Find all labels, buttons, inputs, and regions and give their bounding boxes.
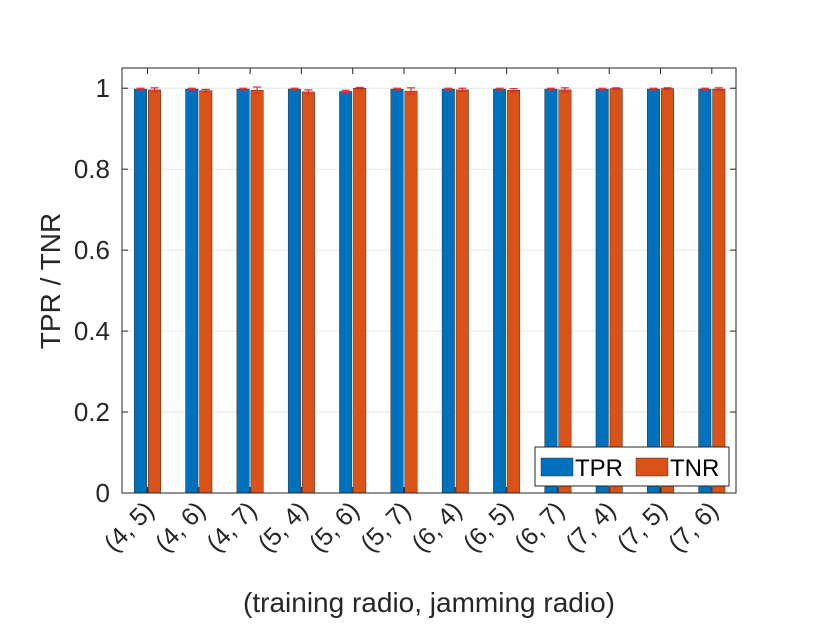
y-axis-title: TPR / TNR	[35, 213, 66, 349]
bar-tpr	[185, 88, 199, 494]
y-tick-label: 0.8	[74, 154, 110, 184]
bar-tnr	[609, 88, 623, 494]
x-tick-label: (5, 7)	[355, 496, 416, 557]
legend-swatch-tnr	[635, 457, 669, 477]
bar-tpr	[134, 88, 147, 494]
bar-tpr	[493, 88, 507, 494]
x-tick-label: (6, 5)	[458, 496, 519, 557]
legend-label-tpr: TPR	[575, 455, 623, 482]
bar-tnr	[507, 90, 521, 494]
x-tick-label: (7, 5)	[612, 496, 673, 557]
bar-tnr	[250, 90, 264, 494]
grid-lines	[122, 87, 736, 413]
bar-tpr	[287, 88, 301, 494]
y-tick-label: 0.6	[74, 235, 110, 265]
bar-tnr	[148, 89, 161, 494]
bar-tpr	[441, 88, 455, 494]
y-tick-label: 1	[96, 73, 110, 103]
bar-tpr	[339, 91, 353, 494]
y-tick-label: 0.4	[74, 316, 110, 346]
bar-tpr	[698, 88, 712, 494]
y-tick-label: 0	[96, 478, 110, 508]
plot-frame	[121, 67, 737, 494]
y-tick-label: 0.2	[74, 397, 110, 427]
bar-tnr	[199, 90, 213, 494]
legend-label-tnr: TNR	[670, 455, 719, 482]
legend-swatch-tpr	[540, 457, 574, 477]
x-tick-label: (4, 7)	[201, 496, 262, 557]
x-axis-title: (training radio, jamming radio)	[243, 587, 615, 618]
bar-tnr	[661, 88, 674, 494]
bar-tpr	[544, 88, 558, 494]
bar-tnr	[353, 88, 367, 494]
bars	[134, 88, 726, 494]
x-tick-label: (5, 6)	[304, 496, 365, 557]
bar-tpr	[595, 88, 609, 494]
bar-tnr	[455, 89, 469, 494]
x-tick-label: (7, 4)	[560, 496, 621, 557]
x-tick-label: (7, 6)	[663, 496, 724, 557]
bar-tnr	[301, 91, 315, 494]
plot-background	[122, 68, 736, 493]
bar-tpr	[390, 88, 404, 494]
x-tick-label: (6, 7)	[509, 496, 570, 557]
bar-tpr	[647, 88, 660, 494]
bar-tnr	[558, 89, 572, 494]
bar-tpr	[236, 88, 250, 494]
x-tick-label: (6, 4)	[406, 496, 467, 557]
x-tick-label: (5, 4)	[253, 496, 314, 557]
bar-tnr	[404, 90, 418, 494]
x-tick-label: (4, 6)	[150, 496, 211, 557]
legend: TPR TNR	[534, 446, 730, 487]
bar-tnr	[712, 88, 726, 494]
y-axis-ticks: 0 0.2 0.4 0.6 0.8 1	[74, 73, 736, 508]
error-bars	[136, 86, 723, 95]
